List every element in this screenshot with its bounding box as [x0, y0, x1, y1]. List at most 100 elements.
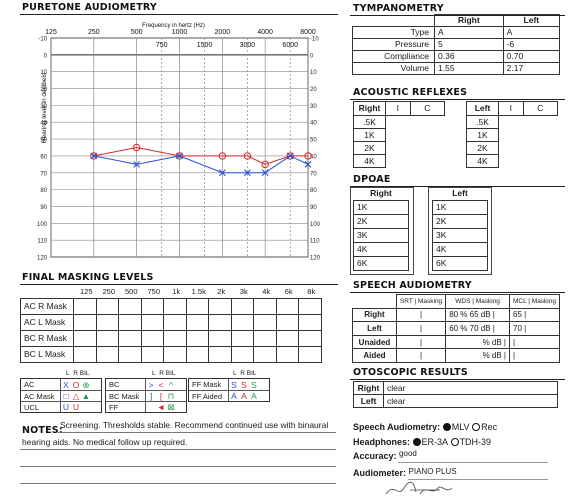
masking-row: AC R Mask [20, 298, 322, 315]
masking-freq-label: 500 [124, 287, 138, 296]
legend-row: FF ◄ ⊠ [106, 401, 186, 412]
dpoae-right-head: Right [370, 188, 392, 199]
speech-wds[interactable]: 60 % 70 dB | [445, 321, 510, 336]
oto-right-value[interactable]: clear [383, 381, 558, 395]
tymp-left-value[interactable]: A [502, 26, 561, 39]
tymp-label: Volume [352, 62, 435, 75]
masking-cell[interactable] [253, 314, 277, 331]
audiometer-value[interactable]: PIANO PLUS [408, 467, 457, 476]
speech-srt[interactable]: | [395, 348, 447, 363]
masking-cell[interactable] [163, 346, 187, 363]
rec-radio[interactable]: Rec [472, 422, 497, 432]
speech-wds[interactable]: % dB | [445, 334, 510, 350]
tymp-row-type: Type A A [352, 26, 561, 39]
masking-freq-label: 250 [102, 287, 115, 296]
masking-cell[interactable] [275, 298, 300, 315]
tymp-right-value[interactable]: 5 [434, 38, 504, 51]
masking-cell[interactable] [253, 346, 277, 363]
legend-row: AC X O ⊗ [21, 379, 101, 390]
masking-cell[interactable] [95, 298, 120, 315]
reflex-freq: .5K [466, 115, 499, 129]
masking-cell[interactable] [230, 298, 255, 315]
tymp-left-value[interactable]: 0.70 [502, 50, 561, 63]
notes-line-1[interactable]: Screening. Thresholds stable. Recommend … [60, 420, 329, 430]
masking-cell[interactable] [298, 298, 322, 315]
masking-cell[interactable] [298, 314, 322, 331]
masking-cell[interactable] [185, 298, 210, 315]
reflex-freq: 1K [466, 128, 499, 142]
masking-row: BC L Mask [20, 346, 322, 363]
notes-line-2[interactable]: hearing aids. No medical follow up requi… [22, 437, 188, 447]
masking-cell[interactable] [185, 346, 210, 363]
masking-cell[interactable] [275, 314, 300, 331]
speech-mcl[interactable]: 70 | [509, 321, 560, 336]
masking-cell[interactable] [208, 298, 232, 315]
speech-wds[interactable]: % dB | [445, 348, 510, 363]
masking-cell[interactable] [253, 298, 277, 315]
masking-cell[interactable] [73, 346, 97, 363]
masking-cell[interactable] [275, 330, 300, 347]
speech-wds[interactable]: 80 % 65 dB | [445, 307, 510, 323]
masking-cell[interactable] [253, 330, 277, 347]
speech-mcl[interactable]: 65 | [509, 307, 560, 323]
masking-cell[interactable] [230, 346, 255, 363]
masking-cell[interactable] [118, 298, 142, 315]
legend-col1-head: L R BIL [66, 370, 90, 377]
speech-mcl[interactable]: | [509, 334, 560, 350]
freq-tick-label: 8000 [300, 29, 316, 36]
tymp-right-value[interactable]: 0.36 [434, 50, 504, 63]
oto-label-right: Right [353, 381, 384, 395]
masking-cell[interactable] [163, 298, 187, 315]
speech-srt[interactable]: | [395, 307, 447, 323]
masking-cell[interactable] [118, 314, 142, 331]
er3a-radio[interactable]: ER-3A [412, 437, 448, 447]
masking-cell[interactable] [275, 346, 300, 363]
masking-cell[interactable] [185, 330, 210, 347]
reflexes-right-table: Right I C .5K 1K 2K 4K [353, 101, 446, 168]
masking-cell[interactable] [140, 298, 165, 315]
masking-cell[interactable] [230, 330, 255, 347]
dpoae-freq: 1K [432, 199, 488, 215]
masking-cell[interactable] [298, 346, 322, 363]
speech-mcl[interactable]: | [509, 348, 560, 363]
masking-cell[interactable] [73, 330, 97, 347]
masking-cell[interactable] [95, 314, 120, 331]
tymp-right-value[interactable]: A [434, 26, 504, 39]
legend-symbol-icon: > [148, 379, 154, 390]
tymp-left-value[interactable]: 2.17 [502, 62, 561, 75]
masking-cell[interactable] [208, 314, 232, 331]
speech-srt[interactable]: | [395, 334, 447, 350]
tymp-right-value[interactable]: 1.55 [434, 62, 504, 75]
masking-cell[interactable] [208, 346, 232, 363]
masking-cell[interactable] [163, 314, 187, 331]
tympanometry-title: TYMPANOMETRY [353, 3, 444, 14]
dpoae-freq: 6K [432, 255, 488, 271]
masking-cell[interactable] [230, 314, 255, 331]
masking-cell[interactable] [118, 346, 142, 363]
left-ear-point [304, 160, 312, 168]
db-tick-label: -10 [310, 37, 319, 43]
masking-cell[interactable] [298, 330, 322, 347]
notes-title: NOTES: [22, 425, 63, 436]
masking-cell[interactable] [73, 314, 97, 331]
masking-cell[interactable] [118, 330, 142, 347]
oto-left-value[interactable]: clear [383, 394, 558, 408]
masking-cell[interactable] [73, 298, 97, 315]
db-tick-label: 0 [44, 53, 48, 59]
accuracy-value[interactable]: good [399, 449, 417, 458]
masking-cell[interactable] [140, 330, 165, 347]
masking-cell[interactable] [208, 330, 232, 347]
masking-title: FINAL MASKING LEVELS [22, 272, 154, 283]
tymp-left-value[interactable]: -6 [502, 38, 561, 51]
masking-cell[interactable] [163, 330, 187, 347]
mlv-radio[interactable]: MLV [442, 422, 470, 432]
tdh39-radio[interactable]: TDH-39 [450, 437, 491, 447]
masking-cell[interactable] [140, 314, 165, 331]
masking-cell[interactable] [185, 314, 210, 331]
db-tick-label: 10 [40, 70, 47, 76]
masking-cell[interactable] [95, 330, 120, 347]
masking-cell[interactable] [140, 346, 165, 363]
db-tick-label: 20 [310, 87, 317, 93]
masking-cell[interactable] [95, 346, 120, 363]
speech-srt[interactable]: | [395, 321, 447, 336]
